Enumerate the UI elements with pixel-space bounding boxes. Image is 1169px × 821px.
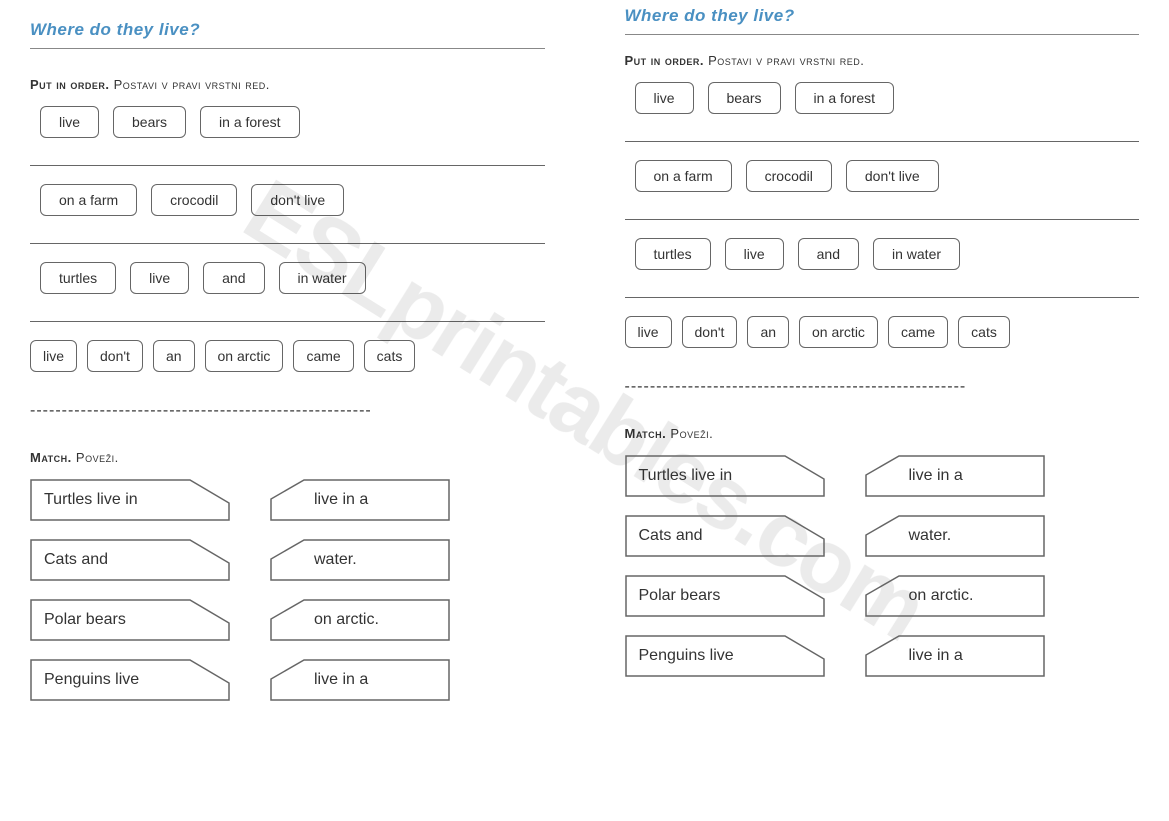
match-right-item[interactable]: on arctic. [270,599,450,641]
match-left-item[interactable]: Turtles live in [30,479,230,521]
heading-bold: Put in order. [625,53,705,68]
word-box[interactable]: live [130,262,189,294]
answer-line[interactable] [30,300,545,322]
match-row: Turtles live in live in a [30,479,545,521]
match-heading: Match. Poveži. [30,450,545,465]
heading-rest: Poveži. [72,450,119,465]
section-separator: ----------------------------------------… [625,378,1140,396]
word-box[interactable]: don't live [251,184,344,216]
word-row: live don't an on arctic came cats [30,340,545,372]
match-row: Polar bears on arctic. [30,599,545,641]
word-box[interactable]: cats [364,340,416,372]
word-box[interactable]: in water [279,262,366,294]
word-box[interactable]: in water [873,238,960,270]
word-box[interactable]: live [40,106,99,138]
match-section: Turtles live in live in a Cats and water… [30,479,545,701]
match-row: Turtles live in live in a [625,455,1140,497]
word-box[interactable]: don't [87,340,143,372]
heading-rest: Postavi v pravi vrstni red. [704,53,864,68]
word-box[interactable]: live [635,82,694,114]
page-title: Where do they live? [30,20,545,40]
word-box[interactable]: in a forest [795,82,894,114]
answer-line[interactable] [625,120,1140,142]
two-column-layout: Where do they live? Put in order. Postav… [30,20,1139,719]
match-left-item[interactable]: Penguins live [625,635,825,677]
put-in-order-heading: Put in order. Postavi v pravi vrstni red… [30,77,545,92]
match-right-item[interactable]: live in a [865,635,1045,677]
match-left-item[interactable]: Polar bears [625,575,825,617]
heading-rest: Poveži. [666,426,713,441]
word-box[interactable]: turtles [635,238,711,270]
worksheet-column-left: Where do they live? Put in order. Postav… [30,20,545,719]
heading-bold: Match. [30,450,72,465]
match-right-item[interactable]: live in a [270,659,450,701]
word-box[interactable]: turtles [40,262,116,294]
title-rule [625,34,1140,35]
match-left-item[interactable]: Turtles live in [625,455,825,497]
match-row: Cats and water. [625,515,1140,557]
match-right-item[interactable]: live in a [865,455,1045,497]
word-box[interactable]: crocodil [746,160,832,192]
word-row: on a farm crocodil don't live [30,184,545,216]
match-left-item[interactable]: Penguins live [30,659,230,701]
word-row: live bears in a forest [30,106,545,138]
heading-rest: Postavi v pravi vrstni red. [110,77,270,92]
word-box[interactable]: live [725,238,784,270]
word-box[interactable]: bears [708,82,781,114]
worksheet-column-right: Where do they live? Put in order. Postav… [625,6,1140,719]
word-box[interactable]: on arctic [799,316,878,348]
heading-bold: Match. [625,426,667,441]
word-box[interactable]: on a farm [40,184,137,216]
match-row: Penguins live live in a [625,635,1140,677]
word-box[interactable]: and [203,262,264,294]
word-box[interactable]: crocodil [151,184,237,216]
word-box[interactable]: came [888,316,948,348]
match-right-item[interactable]: water. [865,515,1045,557]
match-left-item[interactable]: Cats and [30,539,230,581]
match-left-item[interactable]: Cats and [625,515,825,557]
word-box[interactable]: don't [682,316,738,348]
word-box[interactable]: on a farm [635,160,732,192]
answer-line[interactable] [625,198,1140,220]
answer-line[interactable] [30,144,545,166]
answer-line[interactable] [625,276,1140,298]
word-box[interactable]: an [747,316,789,348]
word-row: turtles live and in water [30,262,545,294]
word-box[interactable]: and [798,238,859,270]
section-separator: ----------------------------------------… [30,402,545,420]
heading-bold: Put in order. [30,77,110,92]
word-box[interactable]: don't live [846,160,939,192]
match-right-item[interactable]: water. [270,539,450,581]
word-row: live bears in a forest [625,82,1140,114]
match-row: Polar bears on arctic. [625,575,1140,617]
match-right-item[interactable]: live in a [270,479,450,521]
match-right-item[interactable]: on arctic. [865,575,1045,617]
match-row: Penguins live live in a [30,659,545,701]
match-heading: Match. Poveži. [625,426,1140,441]
word-row: live don't an on arctic came cats [625,316,1140,348]
title-rule [30,48,545,49]
page-title: Where do they live? [625,6,1140,26]
word-box[interactable]: live [625,316,672,348]
word-row: turtles live and in water [625,238,1140,270]
word-box[interactable]: live [30,340,77,372]
match-section: Turtles live in live in a Cats and water… [625,455,1140,677]
match-row: Cats and water. [30,539,545,581]
match-left-item[interactable]: Polar bears [30,599,230,641]
word-row: on a farm crocodil don't live [625,160,1140,192]
put-in-order-heading: Put in order. Postavi v pravi vrstni red… [625,53,1140,68]
word-box[interactable]: on arctic [205,340,284,372]
answer-line[interactable] [30,222,545,244]
word-box[interactable]: cats [958,316,1010,348]
word-box[interactable]: bears [113,106,186,138]
word-box[interactable]: came [293,340,353,372]
word-box[interactable]: in a forest [200,106,299,138]
word-box[interactable]: an [153,340,195,372]
